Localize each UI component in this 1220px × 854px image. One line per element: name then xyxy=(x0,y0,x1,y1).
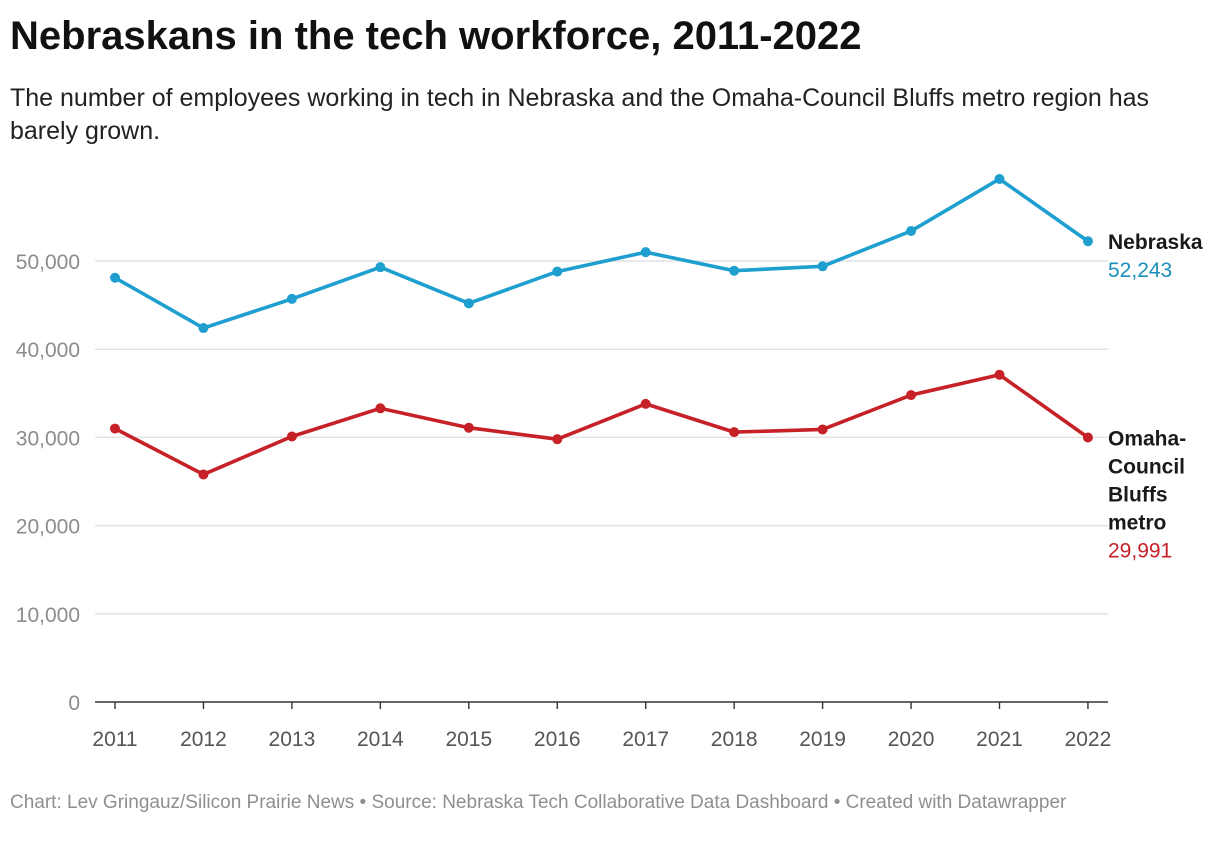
y-tick-label: 40,000 xyxy=(16,339,80,362)
series-label-omaha-council-bluffs-metro: Bluffs xyxy=(1108,483,1168,506)
x-tick-label: 2020 xyxy=(888,728,935,751)
data-point-omaha-council-bluffs-metro xyxy=(110,423,120,434)
x-tick-label: 2013 xyxy=(269,728,316,751)
y-tick-label: 0 xyxy=(68,692,80,715)
x-tick-label: 2021 xyxy=(976,728,1023,751)
series-label-omaha-council-bluffs-metro: metro xyxy=(1108,511,1166,534)
series-label-omaha-council-bluffs-metro: Omaha- xyxy=(1108,427,1186,450)
x-tick-label: 2017 xyxy=(622,728,669,751)
chart-footer: Chart: Lev Gringauz/Silicon Prairie News… xyxy=(10,792,1067,813)
x-tick-label: 2012 xyxy=(180,728,227,751)
y-tick-label: 30,000 xyxy=(16,427,80,450)
data-point-nebraska xyxy=(640,247,651,258)
data-point-nebraska xyxy=(286,293,297,304)
data-point-omaha-council-bluffs-metro xyxy=(552,434,563,445)
data-point-nebraska xyxy=(817,261,828,272)
series-end-value-nebraska: 52,243 xyxy=(1108,259,1172,282)
y-tick-label: 20,000 xyxy=(16,516,80,539)
x-tick-label: 2016 xyxy=(534,728,581,751)
data-point-nebraska xyxy=(198,323,209,334)
data-point-nebraska xyxy=(906,226,917,237)
x-tick-label: 2011 xyxy=(92,728,137,751)
series-label-nebraska: Nebraska xyxy=(1108,231,1203,254)
data-point-omaha-council-bluffs-metro xyxy=(640,398,651,409)
data-point-nebraska xyxy=(375,262,386,273)
data-point-omaha-council-bluffs-metro xyxy=(906,390,917,401)
data-point-omaha-council-bluffs-metro xyxy=(286,431,297,442)
series-end-value-omaha-council-bluffs-metro: 29,991 xyxy=(1108,539,1172,562)
data-point-omaha-council-bluffs-metro xyxy=(817,424,828,435)
data-point-omaha-council-bluffs-metro xyxy=(1082,432,1093,443)
x-tick-label: 2022 xyxy=(1065,728,1112,751)
data-point-nebraska xyxy=(463,298,474,309)
chart-title: Nebraskans in the tech workforce, 2011-2… xyxy=(10,14,862,58)
data-point-nebraska xyxy=(729,265,740,276)
data-point-nebraska xyxy=(552,266,563,277)
y-tick-label: 50,000 xyxy=(16,251,80,274)
data-point-nebraska xyxy=(1082,236,1093,247)
data-point-omaha-council-bluffs-metro xyxy=(198,469,209,480)
data-point-omaha-council-bluffs-metro xyxy=(375,403,386,414)
data-point-omaha-council-bluffs-metro xyxy=(463,422,474,433)
data-point-nebraska xyxy=(994,173,1005,184)
x-tick-label: 2015 xyxy=(445,728,492,751)
data-point-nebraska xyxy=(110,272,120,283)
data-point-omaha-council-bluffs-metro xyxy=(729,427,740,438)
y-tick-label: 10,000 xyxy=(16,604,80,627)
chart-subtitle: The number of employees working in tech … xyxy=(10,84,1150,145)
series-label-omaha-council-bluffs-metro: Council xyxy=(1108,455,1185,478)
series-line-omaha-council-bluffs-metro xyxy=(113,372,1090,477)
x-tick-label: 2014 xyxy=(357,728,404,751)
x-tick-label: 2018 xyxy=(711,728,758,751)
x-tick-label: 2019 xyxy=(799,728,846,751)
data-point-omaha-council-bluffs-metro xyxy=(994,369,1005,380)
series-line-nebraska xyxy=(113,177,1090,330)
